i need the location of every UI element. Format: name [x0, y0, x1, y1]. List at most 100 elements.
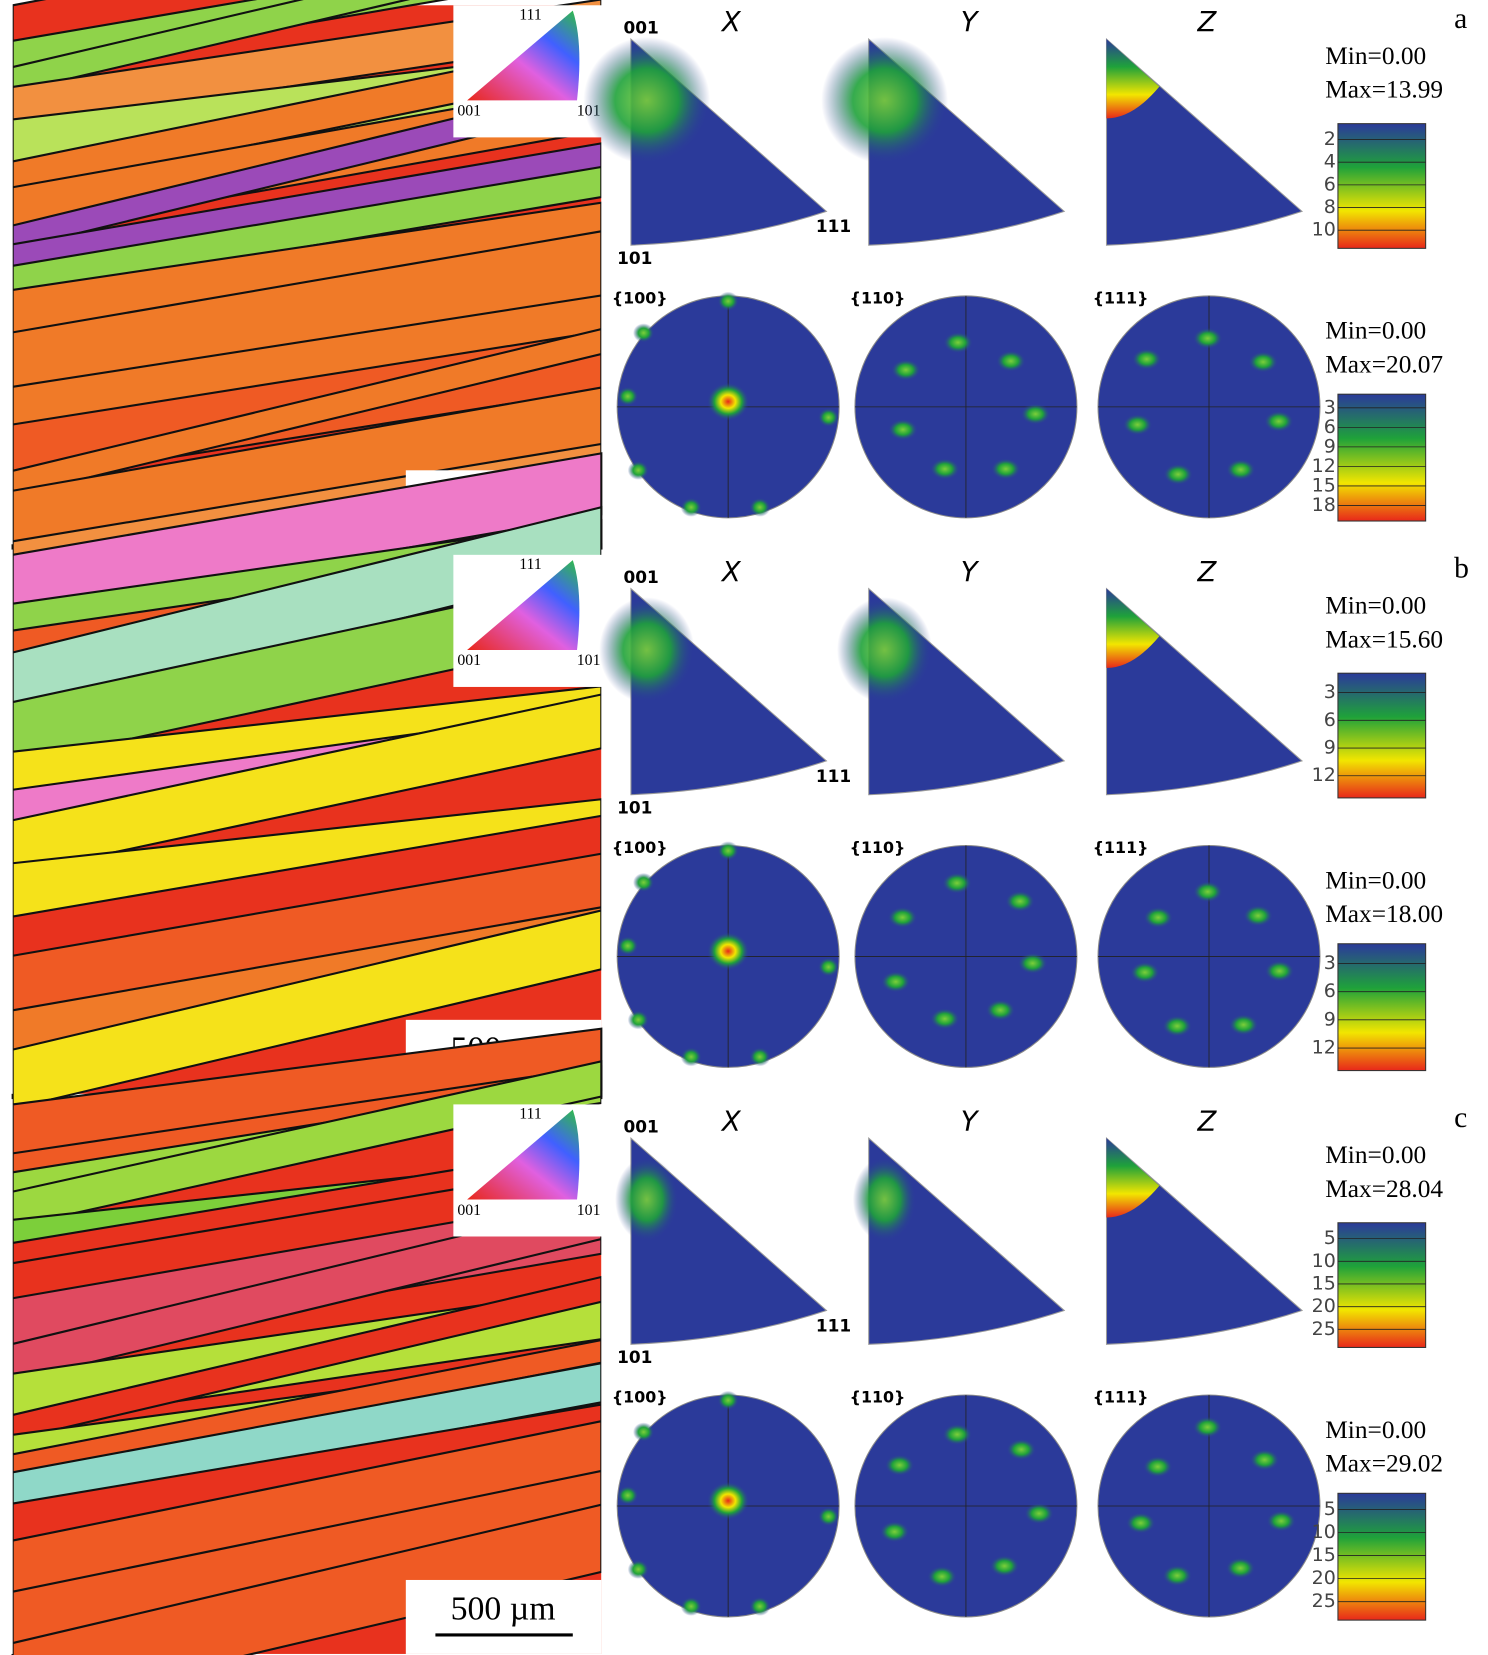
colorbar-label: 6 — [1324, 416, 1336, 438]
colorbar-label: 4 — [1324, 151, 1336, 173]
axis-label: X — [720, 1106, 742, 1137]
corner-label: 001 — [624, 18, 659, 38]
key-label: 001 — [457, 103, 481, 120]
ipf-density — [583, 36, 711, 164]
corner-label: 111 — [816, 766, 851, 786]
pf-density — [884, 1454, 915, 1476]
colorbar-label: 5 — [1324, 1498, 1336, 1520]
colorbar-label: 15 — [1312, 474, 1336, 496]
colorbar-label: 12 — [1312, 764, 1336, 786]
colorbar-label: 2 — [1324, 128, 1336, 150]
min-label: Min=0.00 — [1325, 42, 1426, 70]
pf-density — [717, 291, 739, 311]
corner-label: 101 — [617, 797, 652, 817]
inverse-pole-figure: X — [583, 7, 828, 246]
map-mask — [4, 549, 13, 1094]
axis-label: Z — [1196, 1106, 1217, 1137]
inverse-pole-figure: X — [615, 1106, 828, 1345]
axis-label: Y — [961, 557, 980, 588]
min-label: Min=0.00 — [1325, 1416, 1426, 1444]
ipf-triangle — [630, 1137, 828, 1345]
max-label: Max=28.04 — [1325, 1175, 1443, 1203]
pf-density — [985, 999, 1016, 1021]
colorbar — [1337, 123, 1427, 249]
colorbar-label: 25 — [1312, 1590, 1336, 1612]
pf-density — [880, 971, 911, 993]
axis-label: Y — [961, 1106, 980, 1137]
pf-density — [1162, 1565, 1192, 1587]
pf-density — [1131, 348, 1162, 370]
pf-density — [707, 382, 750, 421]
max-label: Max=29.02 — [1325, 1450, 1443, 1478]
max-label: Max=18.00 — [1325, 900, 1443, 928]
pole-figure: {110} — [850, 838, 1078, 1068]
colorbar-label: 10 — [1312, 219, 1336, 241]
pf-density — [1192, 327, 1223, 349]
colorbar — [1337, 672, 1427, 799]
inverse-pole-figure: Z — [1105, 1106, 1304, 1345]
pole-figure: {100} — [612, 838, 840, 1068]
pf-density — [1020, 403, 1051, 425]
inverse-pole-figure: Z — [1105, 557, 1304, 796]
pole-figure: {111} — [1093, 838, 1321, 1068]
corner-label: 111 — [816, 216, 851, 236]
pf-density — [1163, 463, 1193, 485]
pf-density — [633, 1422, 655, 1442]
panel-label: b — [1454, 552, 1469, 584]
color-key — [467, 560, 580, 650]
pf-density — [749, 1047, 771, 1067]
pole-figure: {100} — [612, 1388, 840, 1618]
axis-label: Y — [961, 7, 980, 38]
pf-density — [680, 497, 702, 517]
pf-density — [1130, 961, 1160, 983]
ipf-density — [599, 597, 695, 703]
inverse-pole-figure: Y — [821, 7, 1066, 246]
ipf-triangle — [868, 1137, 1066, 1345]
color-key — [467, 1109, 580, 1200]
pf-density — [990, 458, 1021, 480]
pf-density — [817, 407, 840, 427]
panel-label: a — [1454, 3, 1467, 35]
pf-density — [1006, 1438, 1037, 1461]
pf-density — [1005, 890, 1035, 912]
scale-box — [405, 1579, 602, 1654]
pf-density — [1125, 1512, 1156, 1534]
axis-label: Z — [1196, 7, 1217, 38]
pf-density — [1243, 905, 1273, 927]
ipf-density — [821, 36, 948, 164]
colorbar-label: 6 — [1324, 980, 1336, 1002]
colorbar-label: 20 — [1312, 1295, 1336, 1317]
pf-density — [1143, 906, 1173, 929]
plane-label: {111} — [1093, 1388, 1149, 1407]
plane-label: {111} — [1093, 289, 1149, 308]
plane-label: {110} — [850, 289, 906, 308]
axis-label: X — [720, 7, 742, 38]
key-label: 111 — [519, 6, 542, 23]
pf-density — [943, 331, 973, 354]
pf-density — [1264, 960, 1295, 982]
ipf-density — [615, 1157, 679, 1242]
pf-density — [817, 1507, 840, 1527]
colorbar-label: 12 — [1312, 455, 1336, 477]
ipf-density — [1106, 1138, 1160, 1218]
pf-density — [1263, 410, 1294, 432]
colorbar-label: 3 — [1324, 952, 1336, 974]
corner-label: 111 — [816, 1315, 851, 1335]
pf-density — [1017, 952, 1048, 974]
panel-label: c — [1454, 1102, 1467, 1134]
pf-density — [927, 1566, 957, 1588]
pf-density — [942, 1423, 972, 1446]
colorbar-label: 9 — [1324, 1008, 1336, 1030]
ipf-density — [852, 1157, 917, 1242]
pf-density — [749, 497, 771, 517]
max-label: Max=15.60 — [1325, 625, 1443, 653]
colorbar-label: 5 — [1324, 1227, 1336, 1249]
pf-density — [627, 460, 649, 480]
map-mask — [4, 1099, 13, 1654]
colorbar-label: 10 — [1312, 1250, 1336, 1272]
pf-density — [1024, 1502, 1054, 1525]
plane-label: {100} — [612, 838, 668, 857]
